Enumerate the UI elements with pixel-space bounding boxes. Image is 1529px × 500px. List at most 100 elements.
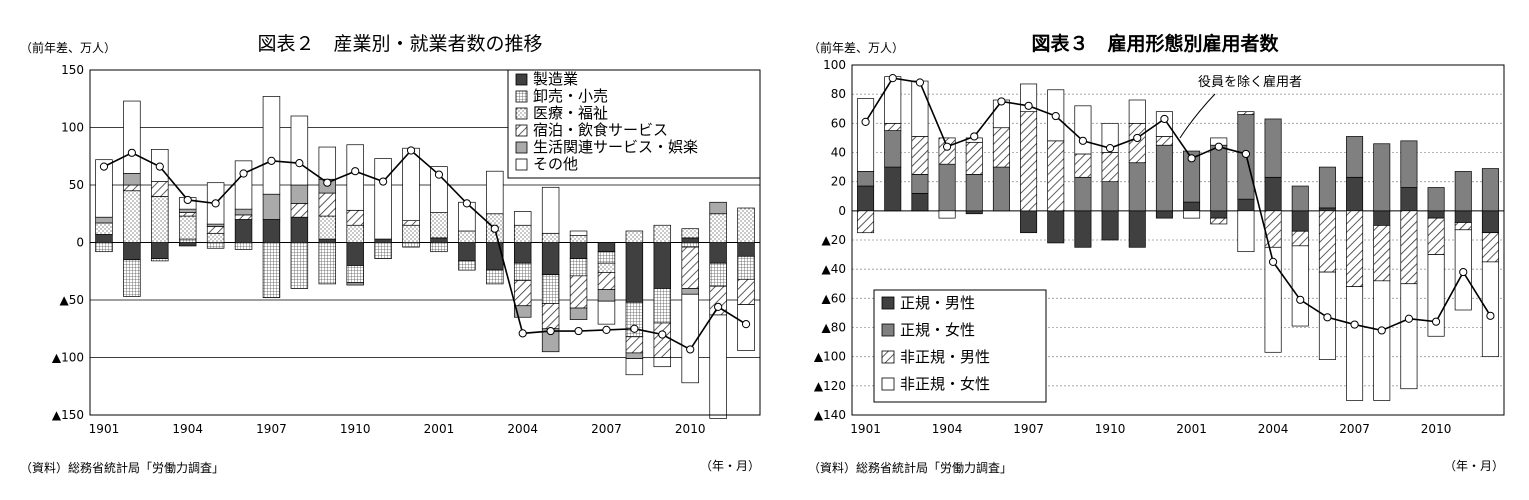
chart1-legend-label: 医療・福祉 xyxy=(533,104,608,122)
chart2-bar-1 xyxy=(857,185,875,212)
chart2-bar-3 xyxy=(1400,210,1418,285)
chart2-total-point xyxy=(1078,136,1088,145)
chart2-ytick-label: ▲100 xyxy=(814,350,846,364)
chart2-legend-label: 正規・男性 xyxy=(900,294,975,312)
chart1-total-point xyxy=(155,162,164,171)
chart1-total-point xyxy=(434,170,444,179)
chart2-bar-4 xyxy=(1346,286,1364,401)
chart2-total-point xyxy=(1024,101,1033,110)
chart2-annotation-leader xyxy=(1179,93,1216,139)
chart1-bar-5 xyxy=(262,193,281,220)
chart1-bar-2 xyxy=(151,258,169,262)
chart2-bar-2 xyxy=(1400,140,1418,188)
chart1-bar-3 xyxy=(402,224,420,243)
chart2-bar-4 xyxy=(1101,122,1119,153)
chart2-ytick-label: 0 xyxy=(838,204,846,218)
chart2-total-point xyxy=(1214,142,1223,151)
chart1-bar-6 xyxy=(513,211,532,226)
chart1-total-point xyxy=(546,326,555,336)
chart2-bar-4 xyxy=(884,76,902,124)
chart2-ytick-label: ▲40 xyxy=(822,262,847,276)
chart2-bar-3 xyxy=(857,210,875,234)
chart1-total-point xyxy=(658,330,667,339)
chart1-bar-6 xyxy=(95,159,113,218)
chart1-bar-1 xyxy=(178,242,197,247)
chart1-bar-2 xyxy=(234,242,253,250)
chart1-bar-5 xyxy=(123,173,141,186)
chart2-bar-4 xyxy=(1400,283,1418,390)
chart2-total-point xyxy=(1296,295,1305,304)
chart1-bar-3 xyxy=(123,190,141,243)
chart1-total-point xyxy=(741,320,751,329)
chart1-bar-2 xyxy=(318,242,337,285)
chart2-legend-label: 非正規・女性 xyxy=(900,375,990,393)
chart1-legend-swatch xyxy=(515,124,528,137)
chart1-total-point xyxy=(323,178,332,187)
chart1-legend-swatch xyxy=(515,73,528,86)
chart1-legend-swatch xyxy=(515,141,528,154)
chart2-xtick-label: 2007 xyxy=(1339,422,1370,436)
chart1-bar-2 xyxy=(681,242,699,248)
chart1-bar-3 xyxy=(346,224,364,243)
chart2-bar-2 xyxy=(1074,176,1092,212)
chart2-bar-4 xyxy=(1183,210,1201,219)
chart1-bar-1 xyxy=(681,237,699,243)
chart2-bar-2 xyxy=(1427,187,1445,212)
chart1-legend-label: 宿泊・飲食サービス xyxy=(533,121,668,139)
chart1-bar-5 xyxy=(625,352,644,359)
chart1-plot: 150 100 50 0 ▲50 ▲100 ▲150 1901 1904 1907 1910 2001… xyxy=(52,63,761,436)
chart2-total-point xyxy=(1404,314,1414,323)
chart1-xlabel: （年・月） xyxy=(700,459,760,473)
chart2-xtick-label: 1904 xyxy=(932,422,963,436)
chart1-total-point xyxy=(406,146,416,155)
chart1-bar-6 xyxy=(625,358,644,376)
chart1-bar-3 xyxy=(709,213,727,243)
chart1-bar-4 xyxy=(541,303,560,330)
chart1-total-point xyxy=(99,162,109,171)
chart2-bar-2 xyxy=(938,163,956,212)
chart2-bar-3 xyxy=(1020,111,1038,212)
chart2-bar-1 xyxy=(1373,210,1391,226)
chart2-xtick-label: 2010 xyxy=(1421,422,1452,436)
chart1-legend-swatch xyxy=(515,107,528,120)
chart1-bar-2 xyxy=(653,288,672,324)
chart1-xtick-label: 2010 xyxy=(675,422,706,436)
chart1-bar-5 xyxy=(569,307,588,320)
chart1-bar-1 xyxy=(458,242,476,262)
chart1-bar-3 xyxy=(625,230,644,243)
chart2-legend-label: 非正規・男性 xyxy=(900,348,990,366)
chart2-total-point xyxy=(1431,317,1441,326)
chart2-bar-3 xyxy=(1346,210,1364,288)
chart1-ytick-label: 50 xyxy=(69,178,84,192)
chart2-bar-2 xyxy=(1481,168,1499,212)
chart2-total-point xyxy=(1105,144,1115,153)
chart2-bar-3 xyxy=(1291,230,1309,247)
chart1-total-point xyxy=(351,167,360,176)
chart2-ytick-label: ▲80 xyxy=(822,321,847,335)
chart2-bar-3 xyxy=(1237,111,1255,115)
chart2-bar-3 xyxy=(911,136,929,175)
chart2-bar-4 xyxy=(1264,246,1282,353)
chart1-bar-4 xyxy=(513,280,532,307)
chart1-bar-1 xyxy=(625,242,644,303)
chart1-bar-1 xyxy=(569,242,588,259)
chart2-total-point xyxy=(942,142,952,151)
chart1-xtick-label: 1901 xyxy=(89,422,120,436)
chart2-bar-3 xyxy=(1128,122,1146,164)
chart1-total-point xyxy=(239,169,248,178)
chart1-bar-1 xyxy=(486,242,504,271)
chart2-bar-2 xyxy=(1183,150,1201,203)
chart2-xtick-label: 2001 xyxy=(1176,422,1207,436)
chart1-bar-1 xyxy=(290,216,309,243)
chart2-legend-swatch xyxy=(881,296,895,310)
chart2-xtick-label: 2004 xyxy=(1258,422,1289,436)
chart2-bar-1 xyxy=(1427,210,1445,219)
chart1-bar-4 xyxy=(653,322,672,358)
chart1-bar-3 xyxy=(151,196,169,243)
chart2-xtick-label: 1910 xyxy=(1095,422,1126,436)
chart2-total-point xyxy=(915,78,925,87)
chart2-bar-1 xyxy=(1101,210,1119,241)
chart1-bar-5 xyxy=(290,184,309,204)
chart1-bar-3 xyxy=(206,232,225,243)
